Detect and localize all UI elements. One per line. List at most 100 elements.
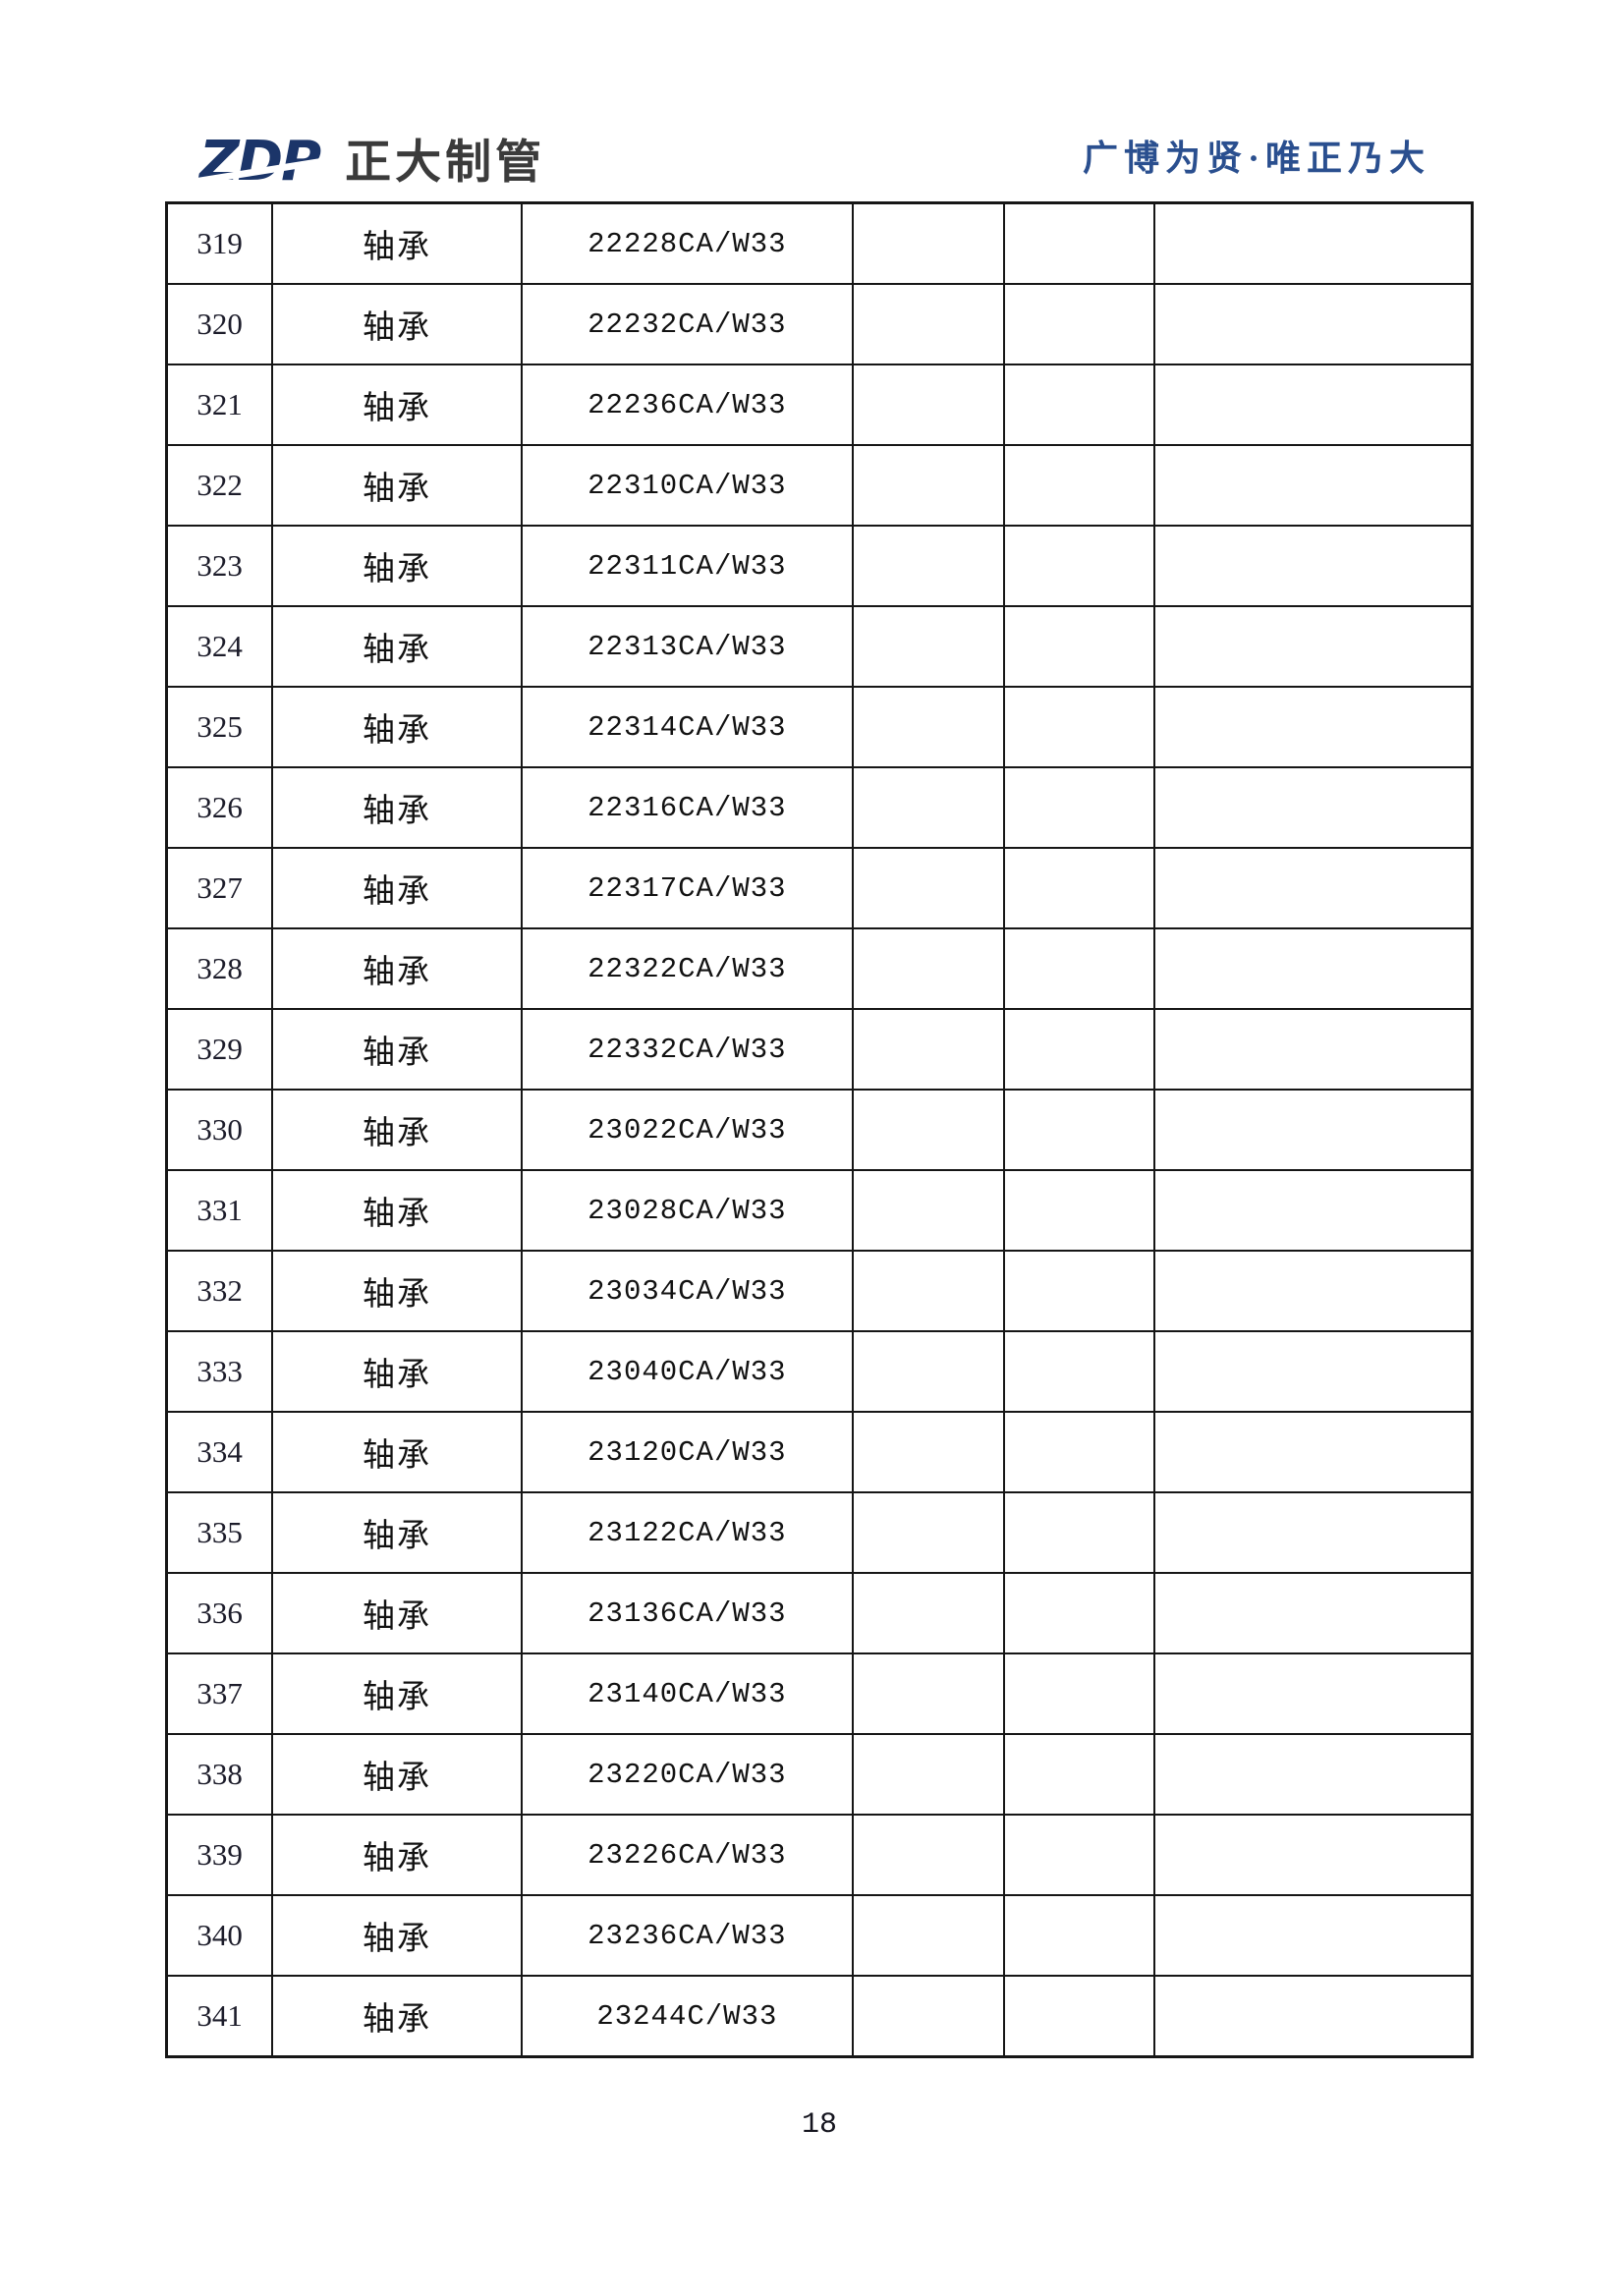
- table-row: 333 轴承 23040CA/W33: [165, 1330, 1474, 1413]
- part-model-cell: 22313CA/W33: [520, 605, 855, 688]
- remark-cell: [1153, 1008, 1474, 1091]
- quantity-cell: [852, 1330, 1005, 1413]
- company-slogan: 广博为贤·唯正乃大: [1082, 139, 1430, 178]
- remark-cell: [1153, 1169, 1474, 1252]
- part-model-cell: 22314CA/W33: [520, 686, 855, 768]
- quantity-cell: [852, 1894, 1005, 1977]
- part-name-cell: 轴承: [271, 1814, 523, 1896]
- table-row: 340 轴承 23236CA/W33: [165, 1894, 1474, 1977]
- remark-cell: [1153, 283, 1474, 365]
- table-row: 336 轴承 23136CA/W33: [165, 1572, 1474, 1654]
- remark-cell: [1153, 1652, 1474, 1735]
- remark-cell: [1153, 444, 1474, 527]
- remark-cell: [1153, 364, 1474, 446]
- table-row: 329 轴承 22332CA/W33: [165, 1008, 1474, 1091]
- row-number-cell: 332: [165, 1250, 274, 1332]
- part-name-cell: 轴承: [271, 1169, 523, 1252]
- table-row: 335 轴承 23122CA/W33: [165, 1491, 1474, 1574]
- unit-cell: [1002, 1008, 1156, 1091]
- row-number-cell: 319: [165, 201, 274, 285]
- part-name-cell: 轴承: [271, 444, 523, 527]
- remark-cell: [1153, 525, 1474, 607]
- table-row: 339 轴承 23226CA/W33: [165, 1814, 1474, 1896]
- part-name-cell: 轴承: [271, 1733, 523, 1816]
- table-row: 323 轴承 22311CA/W33: [165, 525, 1474, 607]
- remark-cell: [1153, 1814, 1474, 1896]
- part-model-cell: 23226CA/W33: [520, 1814, 855, 1896]
- part-model-cell: 22236CA/W33: [520, 364, 855, 446]
- part-model-cell: 23022CA/W33: [520, 1089, 855, 1171]
- unit-cell: [1002, 1975, 1156, 2058]
- part-name-cell: 轴承: [271, 847, 523, 929]
- quantity-cell: [852, 927, 1005, 1010]
- unit-cell: [1002, 927, 1156, 1010]
- part-name-cell: 轴承: [271, 283, 523, 365]
- part-name-cell: 轴承: [271, 766, 523, 849]
- quantity-cell: [852, 1975, 1005, 2058]
- unit-cell: [1002, 1411, 1156, 1493]
- remark-cell: [1153, 1491, 1474, 1574]
- row-number-cell: 331: [165, 1169, 274, 1252]
- company-logo: ZDP 正大制管: [192, 134, 545, 191]
- table-row: 321 轴承 22236CA/W33: [165, 364, 1474, 446]
- quantity-cell: [852, 1008, 1005, 1091]
- row-number-cell: 329: [165, 1008, 274, 1091]
- row-number-cell: 321: [165, 364, 274, 446]
- row-number-cell: 336: [165, 1572, 274, 1654]
- part-model-cell: 23122CA/W33: [520, 1491, 855, 1574]
- part-name-cell: 轴承: [271, 1491, 523, 1574]
- row-number-cell: 339: [165, 1814, 274, 1896]
- row-number-cell: 322: [165, 444, 274, 527]
- unit-cell: [1002, 364, 1156, 446]
- table-row: 327 轴承 22317CA/W33: [165, 847, 1474, 929]
- table-row: 338 轴承 23220CA/W33: [165, 1733, 1474, 1816]
- quantity-cell: [852, 1491, 1005, 1574]
- quantity-cell: [852, 847, 1005, 929]
- part-name-cell: 轴承: [271, 1975, 523, 2058]
- part-model-cell: 23028CA/W33: [520, 1169, 855, 1252]
- table-row: 319 轴承 22228CA/W33: [165, 201, 1474, 285]
- part-model-cell: 22311CA/W33: [520, 525, 855, 607]
- part-model-cell: 22332CA/W33: [520, 1008, 855, 1091]
- part-name-cell: 轴承: [271, 364, 523, 446]
- remark-cell: [1153, 1089, 1474, 1171]
- row-number-cell: 338: [165, 1733, 274, 1816]
- unit-cell: [1002, 1491, 1156, 1574]
- remark-cell: [1153, 201, 1474, 285]
- table-row: 341 轴承 23244C/W33: [165, 1975, 1474, 2058]
- row-number-cell: 340: [165, 1894, 274, 1977]
- row-number-cell: 325: [165, 686, 274, 768]
- row-number-cell: 337: [165, 1652, 274, 1735]
- part-name-cell: 轴承: [271, 686, 523, 768]
- quantity-cell: [852, 1250, 1005, 1332]
- part-name-cell: 轴承: [271, 1250, 523, 1332]
- quantity-cell: [852, 525, 1005, 607]
- quantity-cell: [852, 605, 1005, 688]
- part-name-cell: 轴承: [271, 1572, 523, 1654]
- table-row: 330 轴承 23022CA/W33: [165, 1089, 1474, 1171]
- table-row: 320 轴承 22232CA/W33: [165, 283, 1474, 365]
- part-name-cell: 轴承: [271, 1008, 523, 1091]
- remark-cell: [1153, 1733, 1474, 1816]
- part-model-cell: 22317CA/W33: [520, 847, 855, 929]
- quantity-cell: [852, 364, 1005, 446]
- unit-cell: [1002, 1814, 1156, 1896]
- unit-cell: [1002, 201, 1156, 285]
- unit-cell: [1002, 1330, 1156, 1413]
- remark-cell: [1153, 1975, 1474, 2058]
- row-number-cell: 335: [165, 1491, 274, 1574]
- page-number: 18: [801, 2108, 837, 2142]
- quantity-cell: [852, 283, 1005, 365]
- quantity-cell: [852, 1411, 1005, 1493]
- quantity-cell: [852, 444, 1005, 527]
- remark-cell: [1153, 1894, 1474, 1977]
- unit-cell: [1002, 1089, 1156, 1171]
- table-row: 322 轴承 22310CA/W33: [165, 444, 1474, 527]
- part-name-cell: 轴承: [271, 1089, 523, 1171]
- part-model-cell: 23220CA/W33: [520, 1733, 855, 1816]
- unit-cell: [1002, 444, 1156, 527]
- quantity-cell: [852, 1814, 1005, 1896]
- table-row: 328 轴承 22322CA/W33: [165, 927, 1474, 1010]
- part-name-cell: 轴承: [271, 1330, 523, 1413]
- remark-cell: [1153, 766, 1474, 849]
